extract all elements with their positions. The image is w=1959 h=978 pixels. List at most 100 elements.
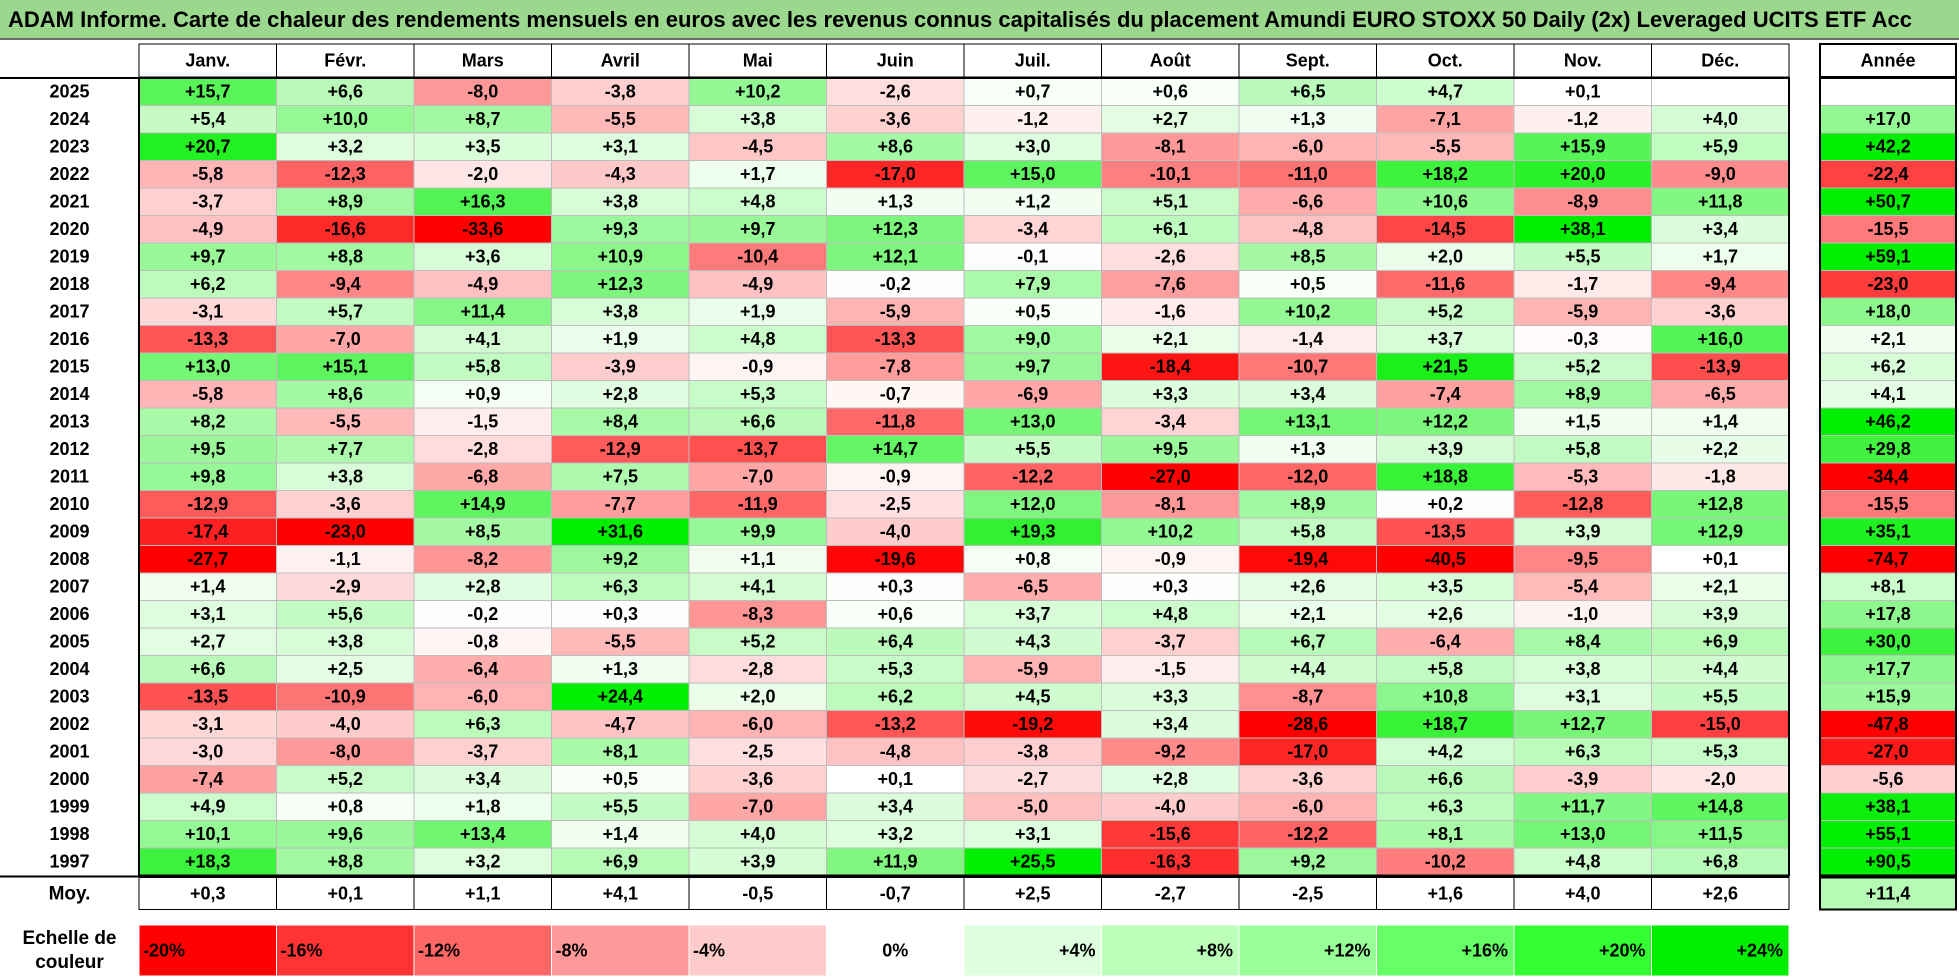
heatmap-cell — [1101, 352, 1240, 381]
cell-value: -12,0 — [1287, 467, 1328, 487]
heatmap-cell — [1376, 490, 1515, 519]
heatmap-cell — [1376, 682, 1515, 711]
cell-value: -6,4 — [1430, 632, 1461, 652]
heatmap-cell — [688, 325, 827, 354]
cell-value: +13,0 — [1560, 824, 1606, 844]
cell-value: +3,4 — [1290, 384, 1326, 404]
scale-label: -20% — [143, 940, 185, 960]
heatmap-cell — [276, 655, 415, 684]
heatmap-cell — [551, 572, 690, 601]
heatmap-cell — [826, 352, 965, 381]
cell-value: +6,5 — [1290, 82, 1326, 102]
month-header-label: Janv. — [185, 50, 230, 70]
heatmap-cell — [551, 765, 690, 794]
heatmap-cell — [1651, 325, 1790, 354]
cell-value: +4,3 — [1015, 632, 1051, 652]
cell-value: +0,7 — [1015, 82, 1051, 102]
cell-value: -11,9 — [738, 494, 778, 514]
cell-value: -0,2 — [467, 604, 498, 624]
year-label: 2010 — [49, 494, 89, 514]
cell-value: -1,6 — [1155, 302, 1186, 322]
cell-value: -12,3 — [325, 164, 366, 184]
cell-value: -3,1 — [192, 714, 223, 734]
annual-value: -23,0 — [1867, 274, 1908, 294]
cell-value: +2,5 — [327, 659, 363, 679]
heatmap-cell — [963, 187, 1102, 216]
cell-value: -5,5 — [1430, 137, 1461, 157]
heatmap-cell — [963, 462, 1102, 491]
average-value: +0,1 — [327, 883, 363, 903]
page-title: ADAM Informe. Carte de chaleur des rende… — [0, 0, 1959, 40]
heatmap-cell — [138, 847, 277, 876]
heatmap-cell — [1513, 187, 1652, 216]
heatmap-cell — [413, 847, 552, 876]
cell-value: +3,8 — [602, 302, 638, 322]
heatmap-cell — [1376, 572, 1515, 601]
heatmap-cell — [413, 462, 552, 491]
cell-value: +11,9 — [873, 852, 918, 872]
cell-value: +5,4 — [190, 109, 226, 129]
cell-value: -1,8 — [1705, 467, 1736, 487]
heatmap-cell — [551, 737, 690, 766]
cell-value: -3,7 — [192, 192, 223, 212]
cell-value: +1,3 — [602, 659, 638, 679]
cell-value: -5,5 — [605, 109, 636, 129]
cell-value: +18,8 — [1422, 467, 1468, 487]
average-cell — [413, 877, 552, 910]
cell-value: +12,1 — [872, 247, 918, 267]
heatmap-cell — [1376, 600, 1515, 629]
cell-value: -8,1 — [1155, 494, 1186, 514]
cell-value: +6,3 — [1565, 742, 1601, 762]
cell-value: +4,0 — [1702, 109, 1738, 129]
cell-value: +11,5 — [1698, 824, 1743, 844]
heatmap-cell — [1101, 325, 1240, 354]
cell-value: +5,3 — [740, 384, 776, 404]
heatmap-cell — [1651, 242, 1790, 271]
cell-value: -0,7 — [880, 384, 911, 404]
cell-value: -16,6 — [325, 219, 366, 239]
cell-value: +12,2 — [1422, 412, 1468, 432]
heatmap-cell — [688, 105, 827, 134]
cell-value: +5,3 — [877, 659, 913, 679]
cell-value: -2,6 — [1155, 247, 1186, 267]
cell-value: +8,2 — [190, 412, 226, 432]
heatmap-cell — [1101, 407, 1240, 436]
cell-value: -9,0 — [1705, 164, 1736, 184]
heatmap-cell — [963, 517, 1102, 546]
cell-value: -1,1 — [330, 549, 361, 569]
heatmap-cell — [826, 765, 965, 794]
heatmap-cell — [276, 187, 415, 216]
heatmap-cell — [1376, 517, 1515, 546]
heatmap-cell — [826, 435, 965, 464]
heatmap-cell — [1101, 765, 1240, 794]
cell-value: +1,8 — [465, 797, 501, 817]
heatmap-cell — [1651, 160, 1790, 189]
cell-value: +13,1 — [1285, 412, 1331, 432]
heatmap-cell — [826, 325, 965, 354]
annual-cell — [1819, 462, 1957, 491]
cell-value: -4,9 — [467, 274, 498, 294]
cell-value: +8,7 — [465, 109, 501, 129]
cell-value: +1,2 — [1015, 192, 1051, 212]
scale-swatch — [826, 924, 965, 977]
heatmap-cell — [276, 490, 415, 519]
scale-label: +12% — [1324, 940, 1371, 960]
year-label: 2006 — [49, 604, 89, 624]
heatmap-cell — [1513, 820, 1652, 849]
average-value: +2,5 — [1015, 883, 1051, 903]
heatmap-cell — [688, 545, 827, 574]
cell-value: +3,3 — [1152, 384, 1188, 404]
year-label: 2023 — [49, 137, 89, 157]
cell-value: -4,8 — [880, 742, 911, 762]
month-header-label: Avril — [601, 50, 640, 70]
cell-value: -5,4 — [1567, 577, 1598, 597]
cell-value: -4,3 — [605, 164, 636, 184]
heatmap-cell — [413, 132, 552, 161]
month-header-cell — [688, 43, 827, 78]
cell-value: +16,3 — [460, 192, 506, 212]
annual-value: +35,1 — [1865, 522, 1911, 542]
heatmap-cell — [276, 820, 415, 849]
annual-grid-border — [1819, 77, 1957, 877]
annual-cell — [1819, 600, 1957, 629]
